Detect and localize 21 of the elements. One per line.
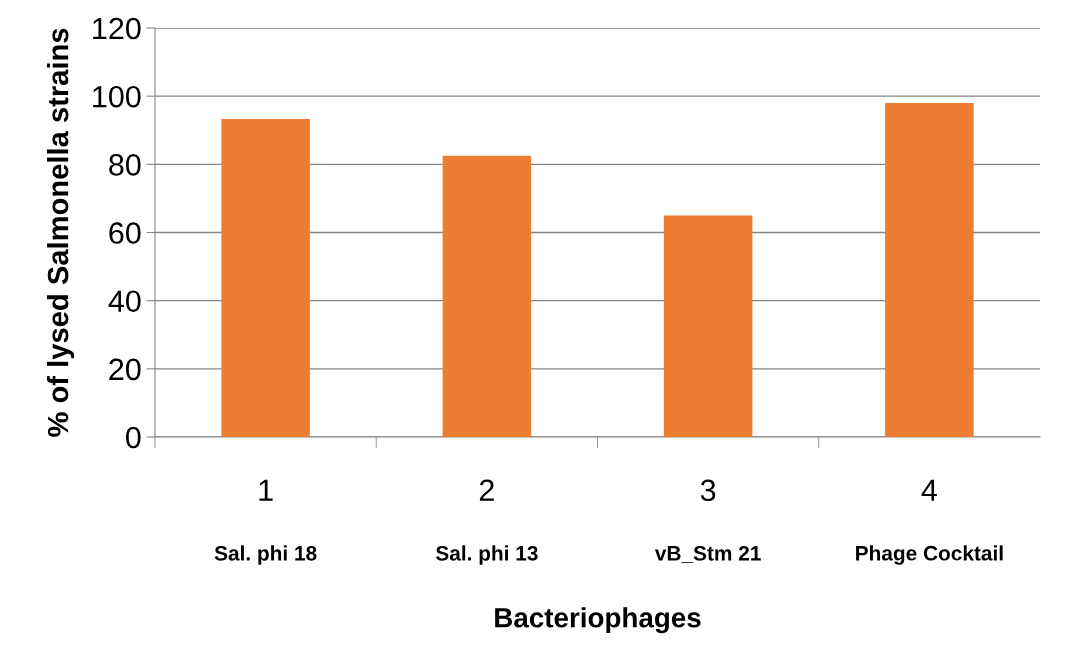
text: vB_Stm 21 bbox=[654, 545, 761, 563]
y-tick-label: 60 bbox=[109, 222, 141, 244]
bar bbox=[885, 102, 974, 437]
bar bbox=[221, 119, 310, 437]
y-axis-title: % of lysed Salmonella strains bbox=[46, 28, 75, 437]
y-tick-label: 20 bbox=[109, 358, 141, 381]
y-tick-label: 100 bbox=[93, 85, 141, 108]
x-tick-label: 1 bbox=[259, 479, 273, 501]
text: Sal. phi 18 bbox=[214, 545, 317, 565]
y-tick-label: 40 bbox=[108, 290, 141, 313]
y-tick-label: 120 bbox=[93, 17, 141, 40]
text: Phage Cocktail bbox=[856, 545, 1003, 565]
x-axis-title: Bacteriophages bbox=[495, 607, 701, 634]
y-tick-label: 80 bbox=[109, 154, 141, 176]
bar bbox=[442, 155, 532, 437]
y-tick-label: 0 bbox=[126, 426, 141, 449]
bar bbox=[663, 215, 753, 437]
x-tick-label: 3 bbox=[700, 479, 716, 502]
text: Sal. phi 13 bbox=[435, 545, 538, 565]
x-tick-label: 4 bbox=[921, 479, 937, 501]
x-tick-label: 2 bbox=[479, 479, 494, 501]
